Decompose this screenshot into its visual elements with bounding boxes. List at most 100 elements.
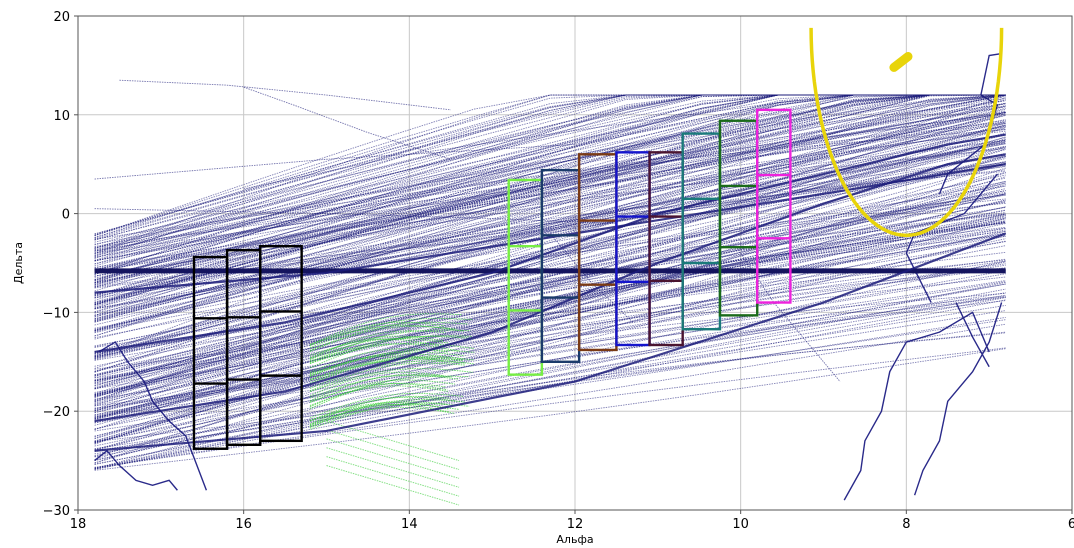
- track-line: [94, 94, 1006, 245]
- green-tracks: [309, 313, 475, 506]
- track-line: [94, 221, 1006, 348]
- track-line: [94, 296, 1006, 461]
- green-track: [309, 382, 446, 408]
- track-line: [94, 94, 1006, 320]
- green-track: [309, 358, 474, 381]
- track-line: [94, 136, 1006, 361]
- track-line: [94, 234, 1006, 407]
- track-arc: [94, 101, 783, 180]
- track-line: [94, 94, 1006, 303]
- track-line: [94, 230, 1006, 451]
- coastline-path: [843, 311, 990, 501]
- track-line: [94, 292, 1006, 469]
- green-track: [326, 447, 460, 488]
- track-line: [94, 292, 1006, 418]
- track-arc: [119, 79, 451, 111]
- track-line: [94, 94, 1006, 306]
- track-line: [94, 94, 1006, 265]
- track-line: [94, 94, 1006, 299]
- track-line: [94, 161, 1006, 316]
- track-line: [94, 260, 1006, 416]
- track-line: [94, 267, 1006, 390]
- track-line: [94, 263, 1006, 400]
- green-track: [309, 374, 460, 399]
- y-tick-label: −10: [43, 306, 70, 321]
- track-line: [94, 94, 1006, 259]
- green-track: [309, 398, 465, 426]
- track-line: [94, 207, 1006, 379]
- x-tick-label: 6: [1068, 517, 1074, 532]
- track-line: [94, 94, 1006, 331]
- track-line: [94, 171, 1006, 397]
- track-line: [94, 235, 1006, 370]
- track-line: [94, 216, 1006, 420]
- series-line: [94, 133, 1006, 354]
- track-line: [94, 283, 1006, 453]
- green-track: [309, 317, 473, 349]
- coastline-path: [913, 302, 1003, 496]
- track-line: [94, 106, 1006, 277]
- green-track: [309, 403, 450, 422]
- green-track: [309, 379, 456, 403]
- green-track: [309, 382, 448, 403]
- track-arc: [243, 86, 451, 160]
- green-track: [309, 348, 449, 373]
- track-line: [94, 111, 1006, 389]
- track-line: [94, 200, 1006, 439]
- series-line: [94, 153, 1006, 423]
- track-line: [94, 226, 1006, 355]
- track-line: [94, 97, 1006, 373]
- track-arc: [549, 233, 634, 323]
- track-line: [94, 177, 1006, 376]
- track-line: [94, 276, 1006, 417]
- track-line: [94, 111, 1006, 331]
- green-track: [326, 429, 460, 470]
- boxes: [192, 108, 792, 450]
- y-axis-title: Дельта: [12, 242, 25, 284]
- track-line: [94, 331, 1006, 470]
- track-line: [94, 222, 1006, 460]
- track-line: [94, 122, 1006, 332]
- track-line: [94, 258, 1006, 416]
- track-line: [94, 94, 1006, 271]
- track-line: [94, 310, 1006, 455]
- track-line: [94, 94, 1006, 316]
- coastline-path: [955, 302, 990, 368]
- x-axis-title: Альфа: [556, 533, 593, 546]
- track-line: [94, 94, 1006, 308]
- track-line: [94, 100, 1006, 259]
- track-line: [94, 295, 1006, 443]
- track-line: [94, 94, 1006, 326]
- green-track: [309, 342, 475, 364]
- ellipse-curve: [809, 27, 1004, 238]
- track-line: [94, 156, 1006, 395]
- track-line: [94, 348, 1006, 471]
- green-track: [309, 403, 460, 425]
- y-tick-label: −30: [43, 504, 70, 519]
- series-line: [94, 232, 1007, 452]
- x-tick-label: 10: [732, 517, 749, 532]
- x-tick-label: 18: [70, 517, 87, 532]
- track-line: [94, 222, 1006, 381]
- green-track: [309, 360, 465, 389]
- track-line: [94, 152, 1006, 354]
- track-line: [94, 193, 1006, 412]
- ellipse: [809, 27, 1004, 238]
- series: [94, 133, 1007, 452]
- green-track: [326, 438, 460, 479]
- track-line: [94, 148, 1006, 272]
- track-line: [94, 94, 1006, 299]
- track-line: [94, 94, 1006, 304]
- green-track: [309, 337, 449, 361]
- track-line: [94, 113, 1006, 402]
- x-tick-label: 12: [567, 517, 584, 532]
- green-track: [309, 330, 446, 360]
- green-track: [309, 392, 464, 419]
- track-line: [94, 124, 1006, 401]
- track-line: [94, 124, 1006, 330]
- green-track: [309, 349, 475, 377]
- track-line: [94, 141, 1006, 340]
- track-line: [94, 99, 1006, 248]
- track-line: [94, 170, 1006, 295]
- green-track: [309, 357, 464, 385]
